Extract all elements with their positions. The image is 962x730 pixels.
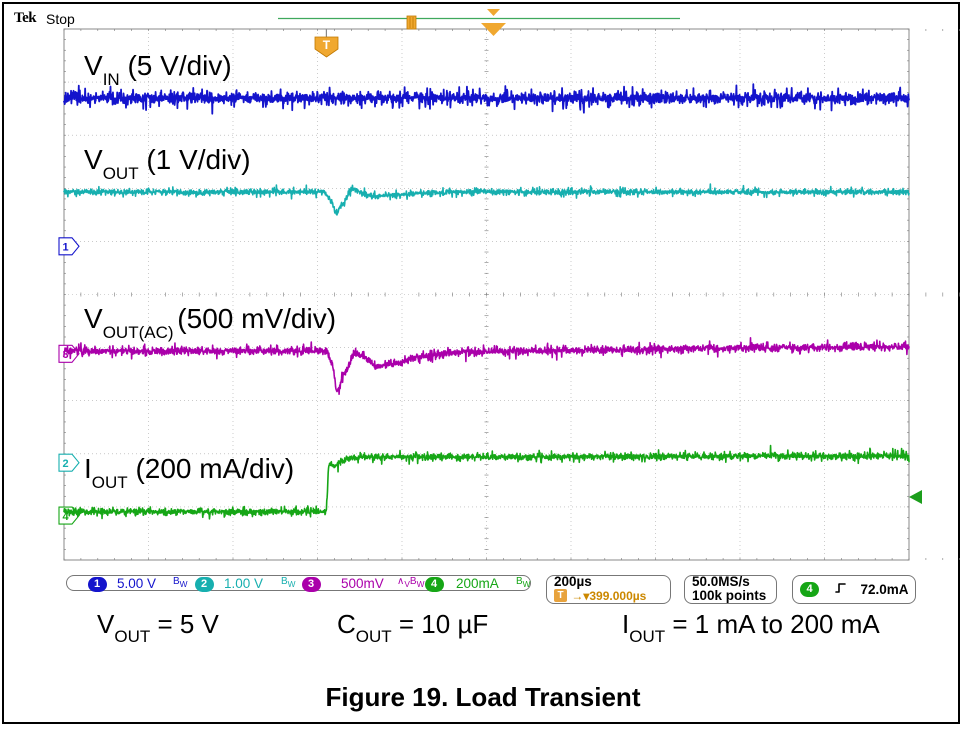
svg-text:T: T: [323, 38, 331, 52]
svg-text:1: 1: [62, 242, 68, 254]
svg-text:2: 2: [62, 458, 68, 470]
